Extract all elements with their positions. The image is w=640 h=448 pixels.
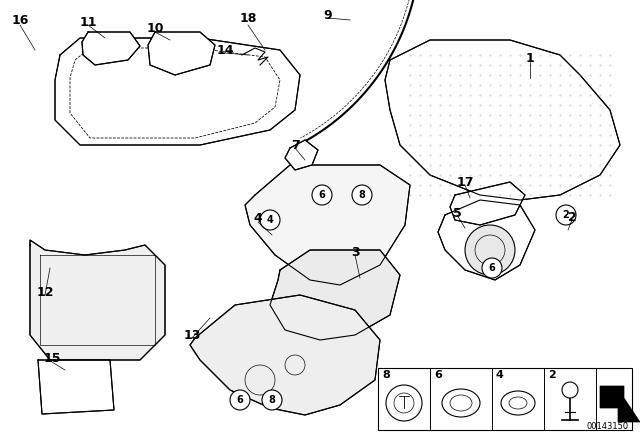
Text: 2: 2	[563, 210, 570, 220]
Circle shape	[562, 382, 578, 398]
Polygon shape	[270, 250, 400, 340]
Polygon shape	[148, 32, 215, 75]
Polygon shape	[190, 295, 380, 415]
Circle shape	[260, 210, 280, 230]
Circle shape	[465, 225, 515, 275]
Polygon shape	[38, 360, 114, 414]
Circle shape	[312, 185, 332, 205]
Text: 6: 6	[237, 395, 243, 405]
Text: 00143150: 00143150	[587, 422, 629, 431]
Ellipse shape	[442, 389, 480, 417]
Text: 10: 10	[147, 22, 164, 34]
Text: 14: 14	[216, 43, 234, 56]
Text: 12: 12	[36, 285, 54, 298]
Text: 4: 4	[267, 215, 273, 225]
Polygon shape	[82, 32, 140, 65]
Circle shape	[482, 258, 502, 278]
Text: 7: 7	[291, 138, 300, 151]
Circle shape	[556, 205, 576, 225]
Text: 6: 6	[434, 370, 442, 380]
Circle shape	[230, 390, 250, 410]
Text: 16: 16	[12, 13, 29, 26]
Ellipse shape	[501, 391, 535, 415]
Text: 8: 8	[382, 370, 390, 380]
Polygon shape	[385, 40, 620, 200]
Bar	[378, 368, 632, 430]
Text: 1: 1	[525, 52, 534, 65]
Text: 6: 6	[319, 190, 325, 200]
Text: 8: 8	[358, 190, 365, 200]
Polygon shape	[245, 165, 410, 285]
Text: 13: 13	[183, 328, 201, 341]
Polygon shape	[55, 38, 300, 145]
Text: 6: 6	[488, 263, 495, 273]
Text: 8: 8	[269, 395, 275, 405]
Polygon shape	[450, 182, 525, 225]
Text: 4: 4	[253, 211, 262, 224]
Text: 11: 11	[79, 16, 97, 29]
Text: 4: 4	[496, 370, 504, 380]
Text: 2: 2	[568, 211, 577, 224]
Polygon shape	[30, 240, 165, 360]
Polygon shape	[285, 140, 318, 170]
Text: 9: 9	[324, 9, 332, 22]
Circle shape	[386, 385, 422, 421]
Text: 2: 2	[548, 370, 556, 380]
Text: 3: 3	[351, 246, 359, 258]
Text: 15: 15	[44, 352, 61, 365]
Circle shape	[352, 185, 372, 205]
Polygon shape	[600, 386, 640, 422]
Text: 18: 18	[239, 12, 257, 25]
Text: 5: 5	[452, 207, 461, 220]
Text: 17: 17	[456, 176, 474, 189]
Circle shape	[262, 390, 282, 410]
Polygon shape	[438, 200, 535, 280]
